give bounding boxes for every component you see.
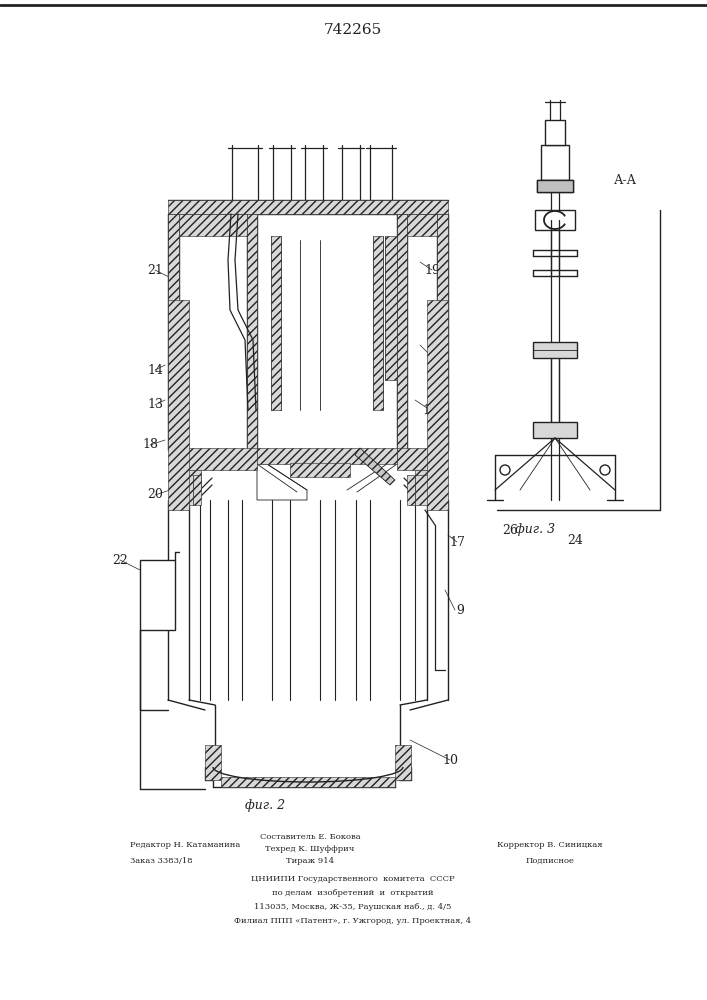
Text: 8: 8 [426,349,434,361]
Text: ЦНИИПИ Государственного  комитета  СССР: ЦНИИПИ Государственного комитета СССР [251,875,455,883]
Text: 19: 19 [424,263,440,276]
Text: 742265: 742265 [324,23,382,37]
Text: Подписное: Подписное [525,857,574,865]
Bar [140,560,175,630]
Bar [533,342,577,358]
Bar [427,300,448,510]
Bar [437,214,448,450]
Text: 16: 16 [424,479,440,491]
Text: 11: 11 [422,403,438,416]
Bar [373,236,383,410]
Text: А-А: А-А [614,174,636,186]
Bar [535,210,575,230]
Bar [290,463,350,477]
Bar [179,475,193,505]
Text: Составитель Е. Бокова: Составитель Е. Бокова [259,833,361,841]
Text: Заказ 3383/18: Заказ 3383/18 [130,857,192,865]
Text: Филиал ППП «Патент», г. Ужгород, ул. Проектная, 4: Филиал ППП «Патент», г. Ужгород, ул. Про… [235,917,472,925]
Bar [247,214,257,452]
Bar [168,200,448,214]
Bar [257,448,397,464]
Bar [541,145,569,180]
Text: фиг. 2: фиг. 2 [245,798,285,812]
Text: Техред К. Шуффрич: Техред К. Шуффрич [265,845,355,853]
Text: 21: 21 [147,263,163,276]
Text: 12: 12 [427,490,443,504]
Bar [221,777,395,787]
Polygon shape [355,448,395,485]
Bar [397,448,437,470]
Text: Корректор В. Синицкая: Корректор В. Синицкая [497,841,603,849]
Text: 14: 14 [147,363,163,376]
Bar [533,422,577,438]
Bar [385,236,397,380]
Bar [205,745,221,780]
Text: 15: 15 [424,214,440,227]
Text: 22: 22 [112,554,128,566]
Text: по делам  изобретений  и  открытий: по делам изобретений и открытий [272,889,434,897]
Bar [415,470,437,490]
Bar [395,745,411,780]
Polygon shape [257,464,307,500]
Bar [168,214,179,450]
Bar [179,448,257,470]
Text: 26: 26 [502,524,518,536]
Bar [193,475,201,505]
Bar [407,475,415,505]
Bar [545,120,565,145]
Text: 18: 18 [142,438,158,452]
Text: 17: 17 [449,536,465,548]
Text: фиг. 3: фиг. 3 [515,524,555,536]
Text: 24: 24 [567,534,583,546]
Bar [179,214,247,236]
Text: Редактор Н. Катаманина: Редактор Н. Катаманина [130,841,240,849]
Text: 20: 20 [147,488,163,502]
Bar [179,470,201,490]
Bar [407,214,437,236]
Text: 113035, Москва, Ж-35, Раушская наб., д. 4/5: 113035, Москва, Ж-35, Раушская наб., д. … [255,903,452,911]
Text: Тираж 914: Тираж 914 [286,857,334,865]
Bar [415,475,429,505]
Bar [397,214,407,452]
Bar [168,300,189,510]
Text: 9: 9 [456,603,464,616]
Text: 13: 13 [147,398,163,412]
Bar [271,236,281,410]
Bar [537,180,573,192]
Text: 10: 10 [442,754,458,766]
